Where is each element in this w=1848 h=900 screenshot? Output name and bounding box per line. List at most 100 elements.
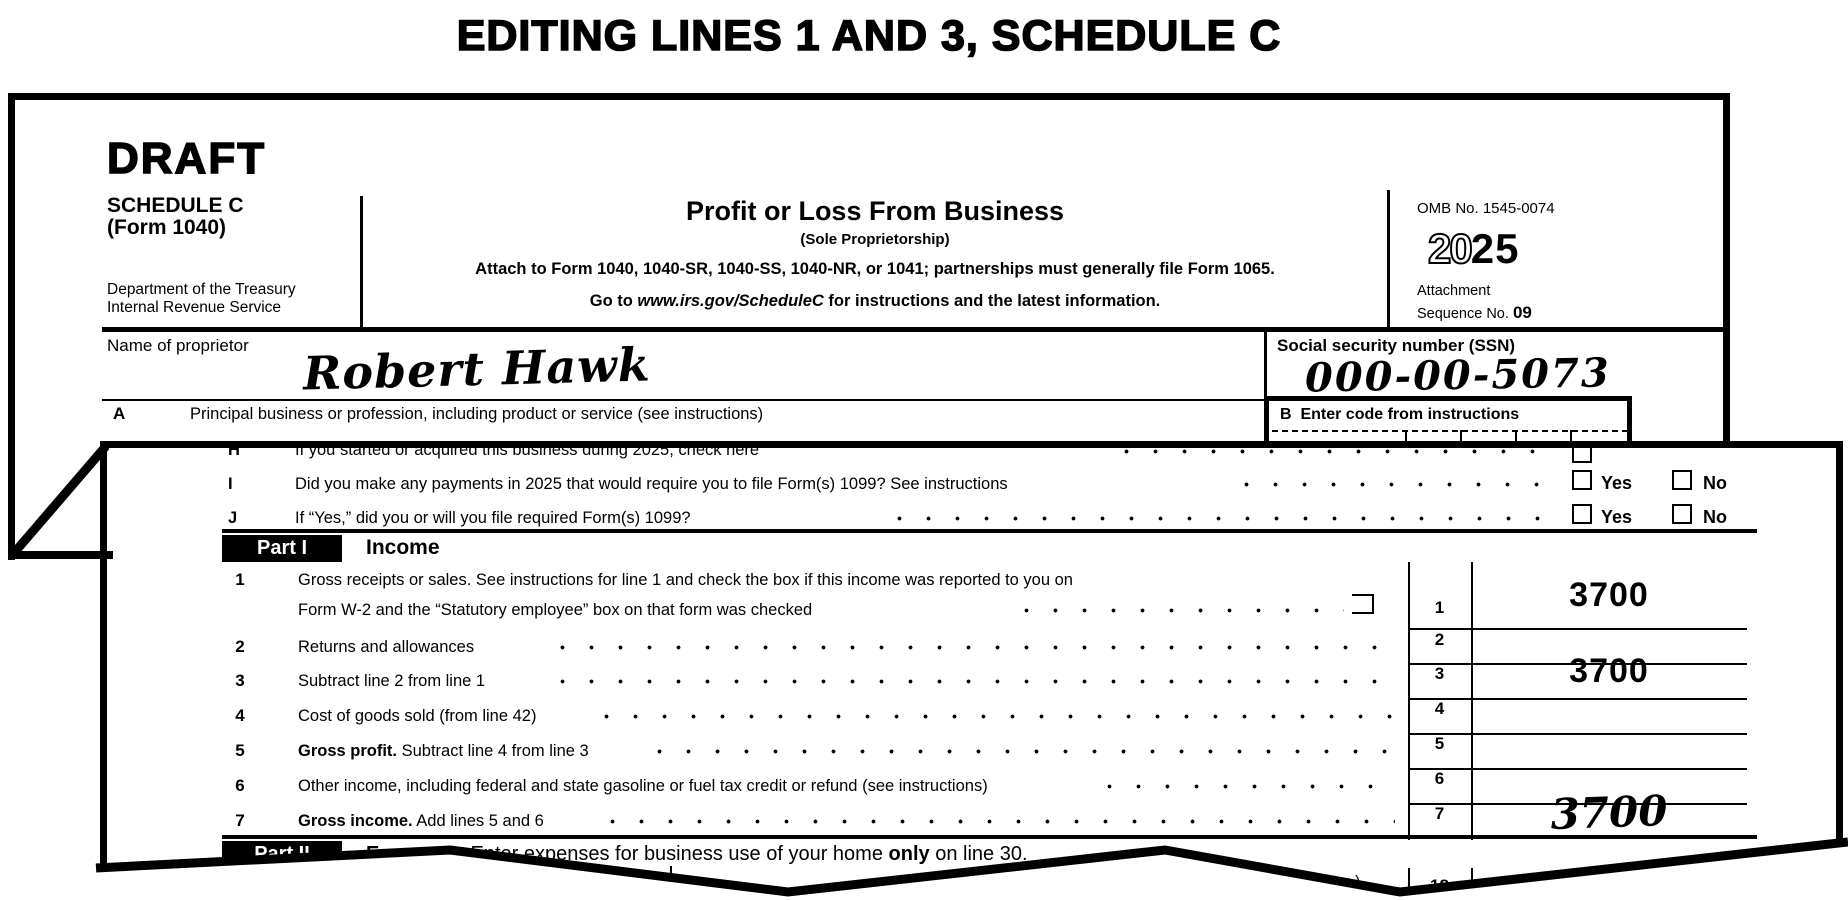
goto-suffix: for instructions and the latest informat… (823, 292, 1161, 310)
expense-fragment-paren: ) (1355, 873, 1361, 891)
line-b-text: Enter code from instructions (1300, 406, 1520, 423)
line3-row-number: 3 (1434, 664, 1445, 683)
goto-url-link[interactable]: www.irs.gov/ScheduleC (637, 292, 824, 310)
draft-label: DRAFT (106, 133, 267, 184)
question-h-letter: H (228, 441, 240, 459)
line7-text: Gross income. Add lines 5 and 6 (298, 811, 544, 831)
agency-line2: Internal Revenue Service (107, 299, 282, 316)
line5-number: 5 (235, 741, 245, 760)
form-number: (Form 1040) (107, 216, 227, 239)
question-j-yes-checkbox[interactable] (1572, 504, 1592, 524)
question-j-yes-label: Yes (1601, 507, 1633, 527)
omb-number: OMB No. 1545-0074 (1417, 200, 1555, 217)
header-divider-left (360, 196, 363, 328)
attach-instruction: Attach to Form 1040, 1040-SR, 1040-SS, 1… (475, 260, 1275, 278)
table-row-rule (1408, 628, 1747, 630)
proprietor-label: Name of proprietor (107, 336, 249, 355)
question-i-no-label: No (1703, 473, 1727, 493)
sequence-number: 09 (1512, 303, 1532, 322)
page1-bottom-stub (8, 551, 113, 559)
b-box-top (1264, 396, 1632, 401)
line1-amount[interactable]: 3700 (1569, 576, 1649, 614)
question-j-no-label: No (1703, 507, 1727, 527)
form-title: Profit or Loss From Business (685, 196, 1065, 226)
line4-number: 4 (235, 706, 245, 725)
line7-number: 7 (235, 811, 245, 830)
question-i-letter: I (228, 475, 233, 493)
dotted-leader (592, 714, 1395, 719)
question-h-checkbox[interactable] (1572, 448, 1592, 463)
ssn-box-divider (1264, 332, 1267, 399)
dotted-leader (885, 516, 1557, 521)
expense-line18-number: 18 (1430, 876, 1449, 895)
part2-heading-only: only (888, 843, 930, 865)
proprietor-name-value[interactable]: Robert Hawk (302, 337, 652, 401)
b-code-entry-line[interactable] (1272, 430, 1628, 432)
schedule-label: SCHEDULE C (107, 194, 244, 217)
line2-number: 2 (235, 637, 245, 656)
line2-row-number: 2 (1434, 630, 1445, 649)
line5-text: Gross profit. Subtract line 4 from line … (298, 741, 589, 761)
line7-bold: Gross income. (298, 812, 413, 830)
attachment-label: Attachment (1417, 283, 1491, 299)
line-a-text: Principal business or profession, includ… (190, 405, 764, 423)
part2-heading: Expenses. Enter expenses for business us… (366, 843, 1028, 866)
dotted-leader (1095, 784, 1395, 789)
b-box-right (1627, 396, 1632, 441)
question-i-no-checkbox[interactable] (1672, 470, 1692, 490)
line4-row-number: 4 (1434, 699, 1445, 718)
question-j-letter: J (228, 509, 238, 527)
dotted-leader (1232, 482, 1557, 487)
line5-rest: Subtract line 4 from line 3 (397, 742, 589, 760)
header-divider-right (1387, 190, 1390, 328)
question-j-no-checkbox[interactable] (1672, 504, 1692, 524)
line6-text: Other income, including federal and stat… (298, 777, 988, 795)
table-row-rule (1408, 803, 1747, 805)
line1-number: 1 (235, 570, 245, 589)
question-i-text: Did you make any payments in 2025 that w… (295, 475, 1008, 493)
line5-row-number: 5 (1434, 734, 1445, 753)
line6-number: 6 (235, 776, 245, 795)
expense-column-stub (1471, 868, 1473, 894)
table-row-rule (1408, 663, 1747, 665)
line-b-letter: B (1280, 406, 1292, 423)
part1-top-rule (222, 529, 1757, 533)
b-box-left (1264, 396, 1269, 441)
expense-column-stub (670, 866, 672, 892)
line7-row-number: 7 (1434, 804, 1445, 823)
line3-number: 3 (235, 671, 245, 690)
line-b-label: B Enter code from instructions (1280, 406, 1519, 424)
form-subtitle: (Sole Proprietorship) (800, 231, 950, 248)
statutory-employee-checkbox[interactable] (1352, 594, 1374, 614)
question-i-yes-checkbox[interactable] (1572, 470, 1592, 490)
line6-row-number: 6 (1434, 769, 1445, 788)
part2-heading-mid: Enter expenses for business use of your … (464, 843, 889, 865)
dotted-leader (1112, 449, 1557, 454)
goto-prefix: Go to (589, 292, 638, 310)
part2-top-rule (222, 835, 1757, 839)
dotted-leader (548, 679, 1395, 684)
ssn-value[interactable]: 000-00-5073 (1304, 349, 1612, 402)
table-row-rule (1408, 733, 1747, 735)
goto-instruction: Go to www.irs.gov/ScheduleC for instruct… (363, 292, 1387, 311)
line1-row-number: 1 (1434, 598, 1445, 617)
b-code-tick (1460, 430, 1462, 441)
proprietor-underline (102, 399, 1264, 401)
line1-text: Gross receipts or sales. See instruction… (298, 571, 1073, 589)
sequence-text: Sequence No. (1417, 306, 1513, 322)
dotted-leader (645, 749, 1395, 754)
part2-label: Part II (222, 841, 342, 868)
line2-text: Returns and allowances (298, 638, 475, 656)
year-outline-digits: 20 (1427, 225, 1474, 272)
line1-text2: Form W-2 and the “Statutory employee” bo… (298, 601, 813, 619)
dotted-leader (598, 819, 1395, 824)
table-column-rule (1471, 562, 1473, 840)
part2-heading-bold: Expenses. (366, 843, 465, 865)
overlay-top-border (100, 441, 1843, 448)
expense-column-stub (612, 866, 614, 892)
line3-text: Subtract line 2 from line 1 (298, 672, 486, 690)
line7-amount[interactable]: 3700 (1549, 785, 1669, 840)
dotted-leader (1012, 608, 1344, 613)
line3-amount[interactable]: 3700 (1569, 652, 1649, 690)
